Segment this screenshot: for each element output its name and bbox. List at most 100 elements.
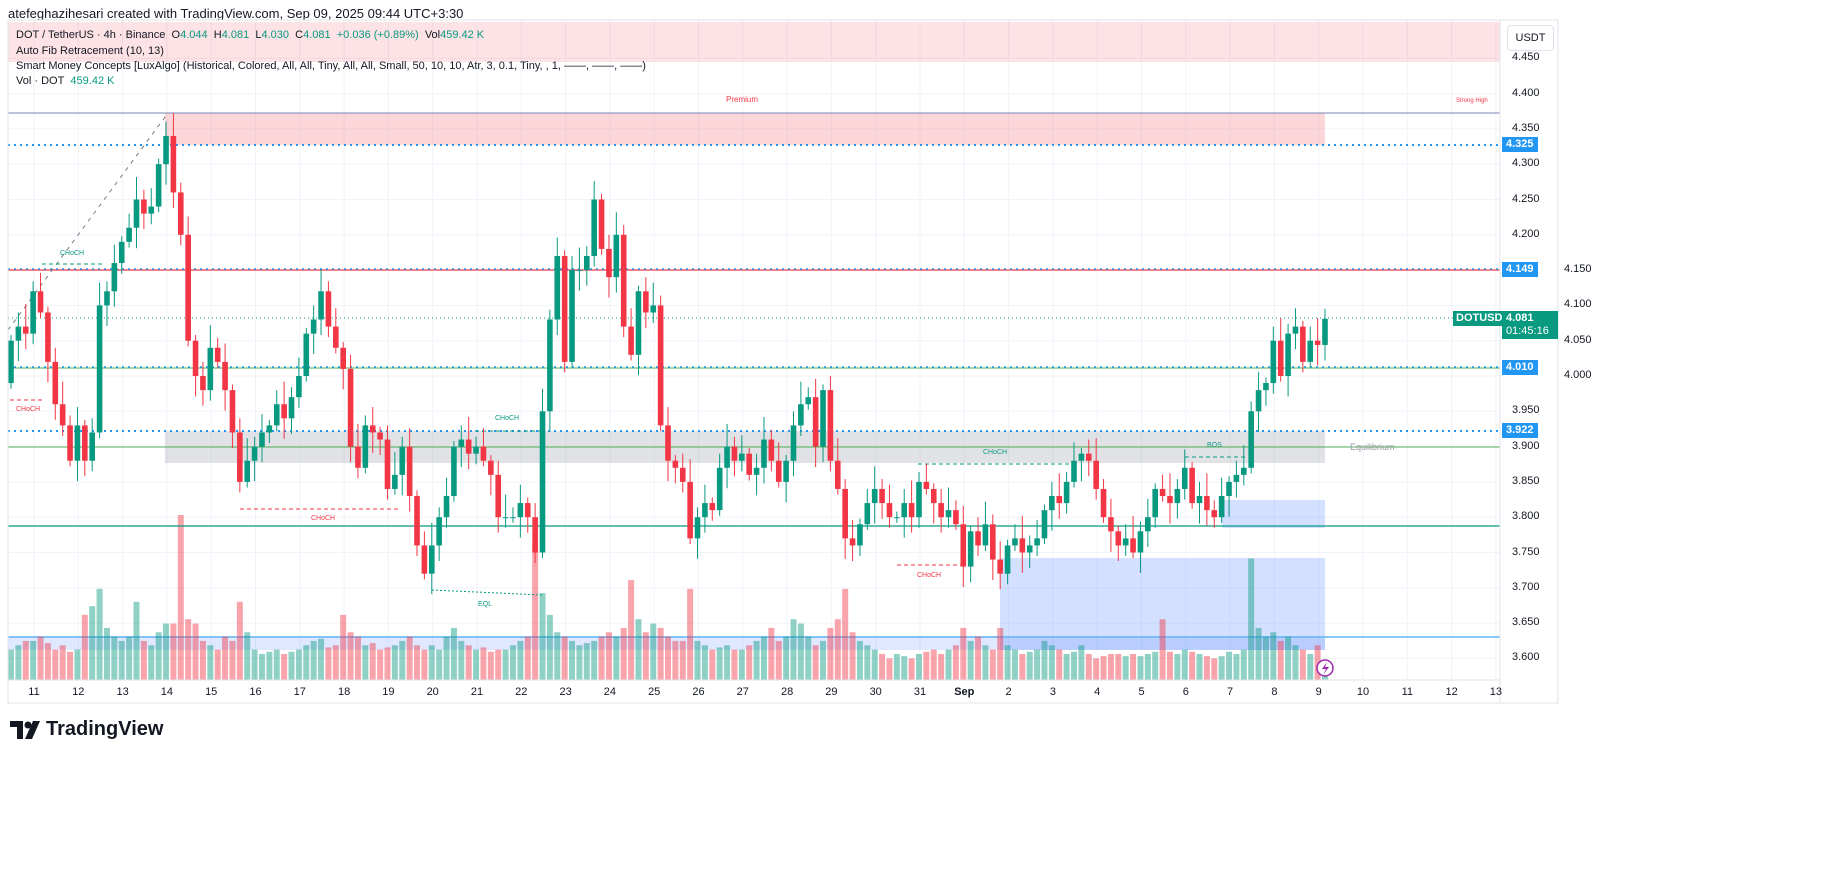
candle — [1196, 481, 1203, 524]
candle-body — [155, 164, 162, 207]
volume-bar — [1144, 653, 1151, 680]
candle — [820, 384, 826, 463]
volume-bar — [1071, 651, 1078, 680]
candle — [547, 309, 553, 432]
candle — [443, 477, 450, 528]
indicator-volume[interactable]: Vol · DOT 459.42 K — [16, 75, 114, 87]
candle-body — [908, 503, 915, 518]
candle — [1137, 521, 1144, 573]
price-tag-4325: 4.325 — [1502, 137, 1538, 152]
volume-bar — [303, 645, 310, 680]
volume-bar — [1085, 653, 1092, 680]
volume-bar — [620, 627, 627, 680]
volume-bar — [436, 649, 443, 680]
volume-bar — [414, 645, 421, 680]
volume-bar — [753, 640, 760, 680]
demand-zone-1 — [1222, 500, 1325, 528]
candle — [333, 308, 339, 354]
candle — [916, 472, 922, 528]
choch-label: CHoCH — [917, 572, 942, 579]
candle — [1322, 308, 1328, 361]
candle — [502, 494, 509, 528]
candle-body — [1056, 496, 1063, 504]
candle-body — [613, 234, 620, 278]
price-tick: 3.900 — [1512, 439, 1540, 452]
volume-bar — [1292, 645, 1299, 680]
volume-bar — [879, 653, 886, 680]
candle — [1255, 371, 1262, 432]
close-value: 4.081 — [303, 29, 331, 41]
candle — [1026, 535, 1033, 569]
candle — [45, 306, 51, 383]
candle — [857, 518, 863, 557]
demand-zone-2 — [1000, 558, 1325, 650]
candle — [222, 343, 228, 411]
candle-body — [768, 439, 775, 461]
volume-bar — [59, 645, 66, 680]
candle — [879, 479, 885, 519]
candle-body — [502, 517, 509, 519]
time-label: 7 — [1227, 686, 1234, 698]
candle — [886, 484, 893, 528]
high-label: H — [213, 29, 222, 41]
candle — [414, 490, 420, 557]
candle-body — [547, 319, 553, 412]
candle-body — [967, 531, 974, 567]
volume-bar — [731, 649, 738, 680]
candle — [96, 282, 103, 439]
volume-bar — [1048, 645, 1055, 680]
volume-bar — [1056, 649, 1063, 680]
symbol-legend[interactable]: DOT / TetherUS · 4h · Binance O4.044 H4.… — [16, 29, 484, 41]
candle-body — [443, 496, 450, 518]
candle — [783, 455, 789, 503]
volume-bar — [554, 632, 561, 680]
candle-body — [975, 531, 981, 546]
open-value: 4.044 — [180, 29, 208, 41]
indicator-smc[interactable]: Smart Money Concepts [LuxAlgo] (Historic… — [16, 60, 646, 72]
candle-body — [1181, 467, 1188, 489]
candle-body — [1130, 538, 1136, 553]
candle-body — [716, 467, 723, 511]
time-label: 4 — [1094, 686, 1101, 698]
symbol-price-tag: DOTUSDT — [1453, 311, 1513, 326]
eql-label: EQL — [478, 601, 493, 608]
candle-body — [480, 446, 487, 461]
volume-bar — [1093, 658, 1100, 680]
candle — [1115, 525, 1122, 561]
candle-body — [554, 255, 561, 320]
volume-bar — [1166, 651, 1173, 680]
candle-body — [982, 524, 989, 546]
volume-bar — [1233, 653, 1240, 680]
volume-bar — [1277, 640, 1284, 680]
volume-bar — [465, 645, 472, 680]
candle — [849, 520, 856, 561]
candle — [1034, 520, 1040, 557]
candle — [303, 327, 310, 382]
candle — [22, 303, 29, 350]
candle — [753, 453, 760, 496]
lightning-icon[interactable] — [1316, 659, 1334, 677]
price-tick: 3.750 — [1512, 545, 1540, 558]
candle — [834, 438, 841, 495]
candle-body — [126, 227, 132, 242]
candle-body — [864, 503, 871, 525]
candle — [517, 484, 524, 538]
volume-bar — [923, 651, 930, 680]
candle-body — [392, 474, 398, 489]
volume-bar — [133, 601, 140, 680]
candle — [864, 488, 871, 530]
volume-series — [8, 515, 1328, 680]
volume-bar — [377, 649, 384, 680]
volume-bar — [1011, 649, 1018, 680]
candle — [953, 500, 959, 530]
candle — [724, 424, 730, 489]
candle-body — [1270, 340, 1277, 384]
candle — [716, 453, 723, 516]
currency-button[interactable]: USDT — [1507, 25, 1554, 51]
candle-body — [325, 291, 332, 327]
tradingview-logo[interactable]: TradingView — [10, 718, 163, 741]
candle-body — [52, 361, 59, 405]
candle-body — [1145, 517, 1151, 532]
indicator-fib[interactable]: Auto Fib Retracement (10, 13) — [16, 45, 164, 57]
